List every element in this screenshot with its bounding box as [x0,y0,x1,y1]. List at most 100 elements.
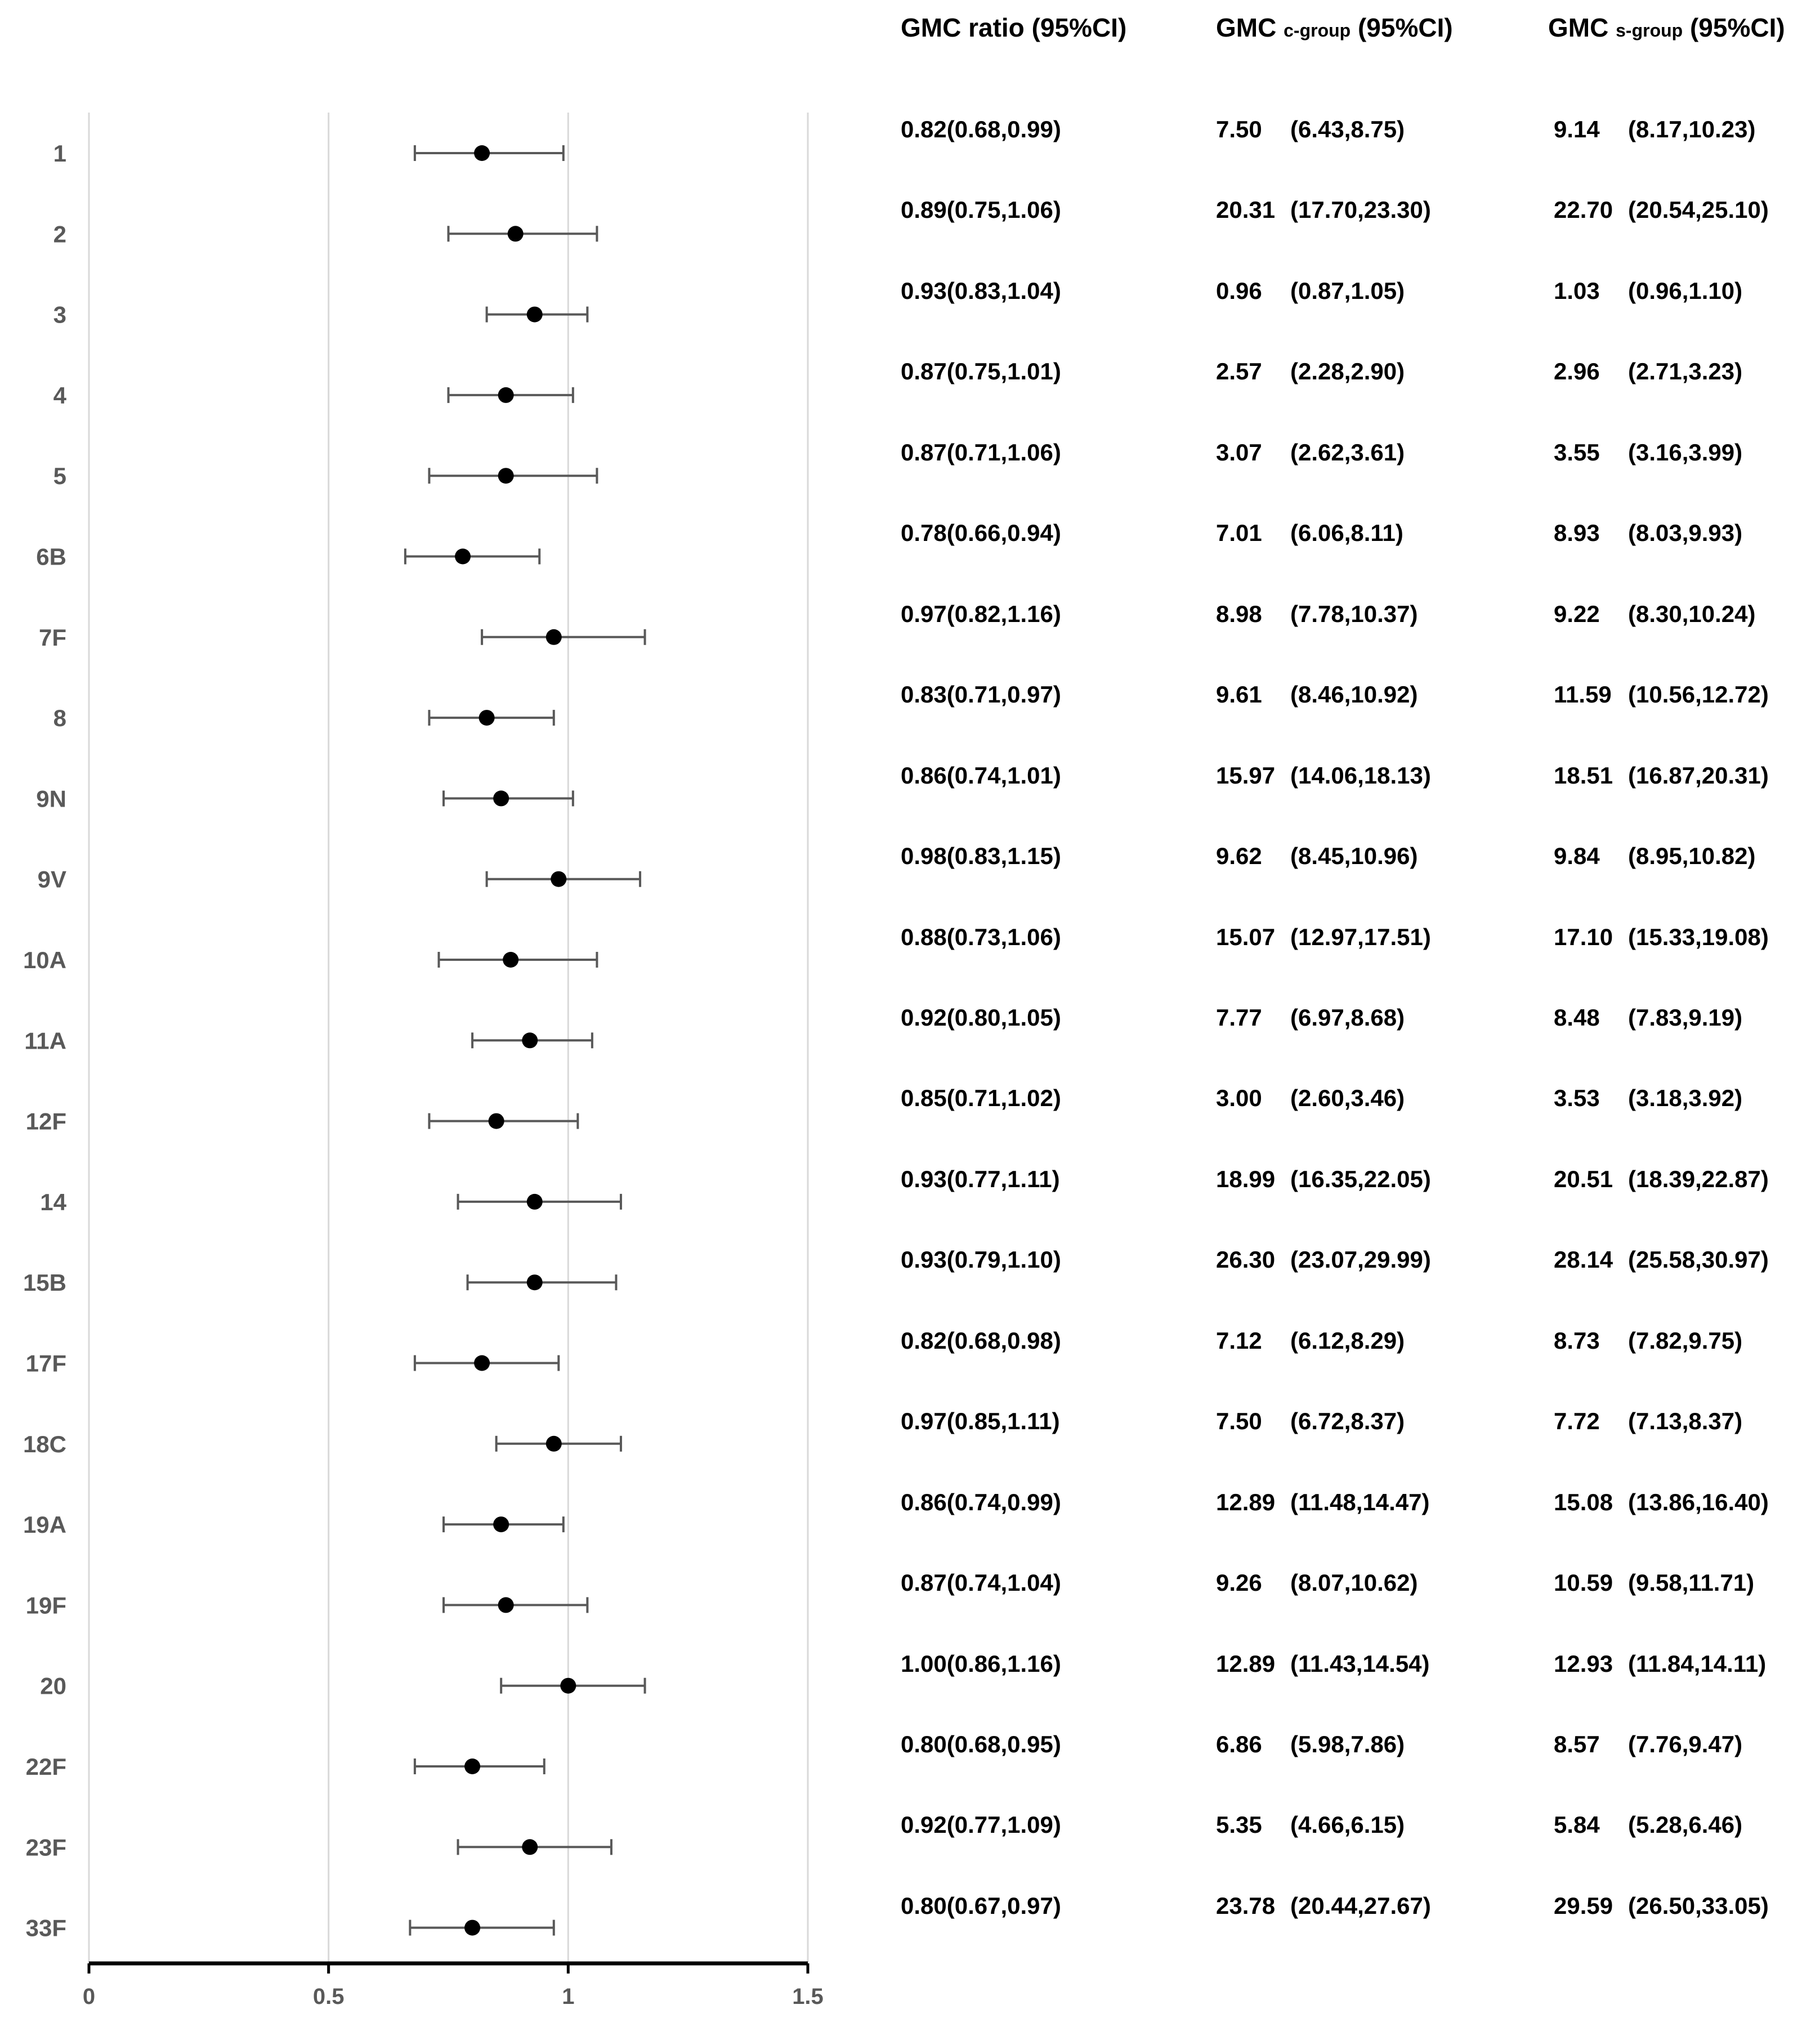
sgroup-ci-cell: (3.16,3.99) [1628,438,1743,466]
sgroup-value-cell: 5.84 [1554,1811,1600,1838]
point-estimate [464,1758,481,1774]
sgroup-value-cell: 9.22 [1554,600,1600,627]
header-gmc-ratio-main: GMC ratio [901,13,1025,42]
cgroup-ci-cell: (20.44,27.67) [1290,1892,1431,1919]
sgroup-ci-cell: (0.96,1.10) [1628,277,1743,304]
ratio-cell: 1.00(0.86,1.16) [901,1650,1061,1677]
sgroup-ci-cell: (13.86,16.40) [1628,1488,1769,1515]
sgroup-value-cell: 22.70 [1554,196,1613,223]
row-label: 15B [23,1269,66,1296]
sgroup-value-cell: 2.96 [1554,358,1600,385]
row-label: 10A [23,947,66,973]
sgroup-value-cell: 28.14 [1554,1246,1613,1273]
ratio-cell: 0.93(0.79,1.10) [901,1246,1061,1273]
header-gmc-cgroup: GMC c-group (95%CI) [1216,12,1453,43]
cgroup-value-cell: 7.12 [1216,1327,1262,1354]
point-estimate [479,710,495,726]
cgroup-ci-cell: (14.06,18.13) [1290,762,1431,789]
cgroup-ci-cell: (11.43,14.54) [1290,1650,1430,1677]
point-estimate [522,1839,538,1855]
sgroup-value-cell: 10.59 [1554,1569,1613,1596]
sgroup-value-cell: 18.51 [1554,762,1613,789]
cgroup-ci-cell: (6.72,8.37) [1290,1408,1405,1435]
cgroup-value-cell: 8.98 [1216,600,1262,627]
sgroup-ci-cell: (7.13,8.37) [1628,1408,1743,1435]
row-label: 33F [26,1915,66,1941]
cgroup-value-cell: 12.89 [1216,1650,1276,1677]
ratio-cell: 0.80(0.68,0.95) [901,1731,1061,1757]
sgroup-value-cell: 3.55 [1554,438,1600,466]
cgroup-ci-cell: (5.98,7.86) [1290,1731,1405,1757]
cgroup-ci-cell: (12.97,17.51) [1290,923,1431,950]
cgroup-ci-cell: (17.70,23.30) [1290,196,1431,223]
ratio-cell: 0.89(0.75,1.06) [901,196,1061,223]
sgroup-value-cell: 8.73 [1554,1327,1600,1354]
cgroup-ci-cell: (6.43,8.75) [1290,116,1405,142]
ratio-cell: 0.87(0.75,1.01) [901,358,1061,385]
row-label: 5 [53,463,66,489]
x-tick-label: 1 [562,1984,574,2009]
sgroup-value-cell: 8.57 [1554,1731,1600,1757]
cgroup-value-cell: 0.96 [1216,277,1262,304]
ratio-cell: 0.78(0.66,0.94) [901,520,1061,547]
cgroup-value-cell: 15.07 [1216,923,1276,950]
ratio-cell: 0.92(0.77,1.09) [901,1811,1061,1838]
header-gmc-ratio: GMC ratio (95%CI) [901,12,1126,43]
x-tick-label: 1.5 [792,1984,824,2009]
sgroup-value-cell: 12.93 [1554,1650,1613,1677]
ratio-cell: 0.97(0.85,1.11) [901,1408,1060,1435]
cgroup-value-cell: 15.97 [1216,762,1276,789]
ratio-cell: 0.82(0.68,0.98) [901,1327,1061,1354]
point-estimate [493,790,509,807]
cgroup-ci-cell: (2.28,2.90) [1290,358,1405,385]
cgroup-value-cell: 3.07 [1216,438,1262,466]
sgroup-value-cell: 3.53 [1554,1085,1600,1112]
header-gmc-cgroup-main: GMC [1216,13,1277,42]
sgroup-ci-cell: (16.87,20.31) [1628,762,1769,789]
row-label: 6B [36,544,66,570]
sgroup-value-cell: 15.08 [1554,1488,1613,1515]
ratio-cell: 0.92(0.80,1.05) [901,1004,1061,1031]
sgroup-ci-cell: (10.56,12.72) [1628,681,1769,708]
sgroup-ci-cell: (18.39,22.87) [1628,1165,1769,1192]
x-tick-label: 0.5 [313,1984,345,2009]
sgroup-value-cell: 9.14 [1554,116,1600,142]
header-gmc-sgroup: GMC s-group (95%CI) [1548,12,1785,43]
point-estimate [526,306,543,323]
ratio-cell: 0.98(0.83,1.15) [901,843,1061,870]
header-gmc-sgroup-ci: (95%CI) [1689,13,1785,42]
ratio-cell: 0.80(0.67,0.97) [901,1892,1061,1919]
row-label: 9N [36,785,66,812]
row-label: 23F [26,1834,66,1860]
sgroup-ci-cell: (8.03,9.93) [1628,520,1743,547]
sgroup-value-cell: 20.51 [1554,1165,1613,1192]
sgroup-ci-cell: (26.50,33.05) [1628,1892,1769,1919]
cgroup-ci-cell: (8.07,10.62) [1290,1569,1418,1596]
cgroup-value-cell: 7.01 [1216,520,1262,547]
cgroup-ci-cell: (6.06,8.11) [1290,520,1403,547]
cgroup-ci-cell: (6.97,8.68) [1290,1004,1405,1031]
point-estimate [507,226,524,242]
cgroup-ci-cell: (8.46,10.92) [1290,681,1418,708]
cgroup-value-cell: 20.31 [1216,196,1276,223]
point-estimate [474,1355,490,1371]
sgroup-value-cell: 9.84 [1554,843,1600,870]
sgroup-ci-cell: (20.54,25.10) [1628,196,1769,223]
cgroup-value-cell: 9.62 [1216,843,1262,870]
cgroup-value-cell: 7.50 [1216,116,1262,142]
point-estimate [526,1274,543,1291]
cgroup-value-cell: 2.57 [1216,358,1262,385]
row-label: 18C [23,1431,66,1457]
cgroup-ci-cell: (8.45,10.96) [1290,843,1418,870]
cgroup-ci-cell: (23.07,29.99) [1290,1246,1431,1273]
point-estimate [551,871,567,887]
sgroup-ci-cell: (11.84,14.11) [1628,1650,1767,1677]
row-label: 22F [26,1753,66,1780]
point-estimate [503,952,519,968]
cgroup-value-cell: 9.26 [1216,1569,1262,1596]
sgroup-ci-cell: (5.28,6.46) [1628,1811,1743,1838]
sgroup-value-cell: 7.72 [1554,1408,1600,1435]
header-gmc-ratio-ci: (95%CI) [1031,13,1127,42]
cgroup-ci-cell: (6.12,8.29) [1290,1327,1405,1354]
ratio-cell: 0.86(0.74,0.99) [901,1488,1061,1515]
